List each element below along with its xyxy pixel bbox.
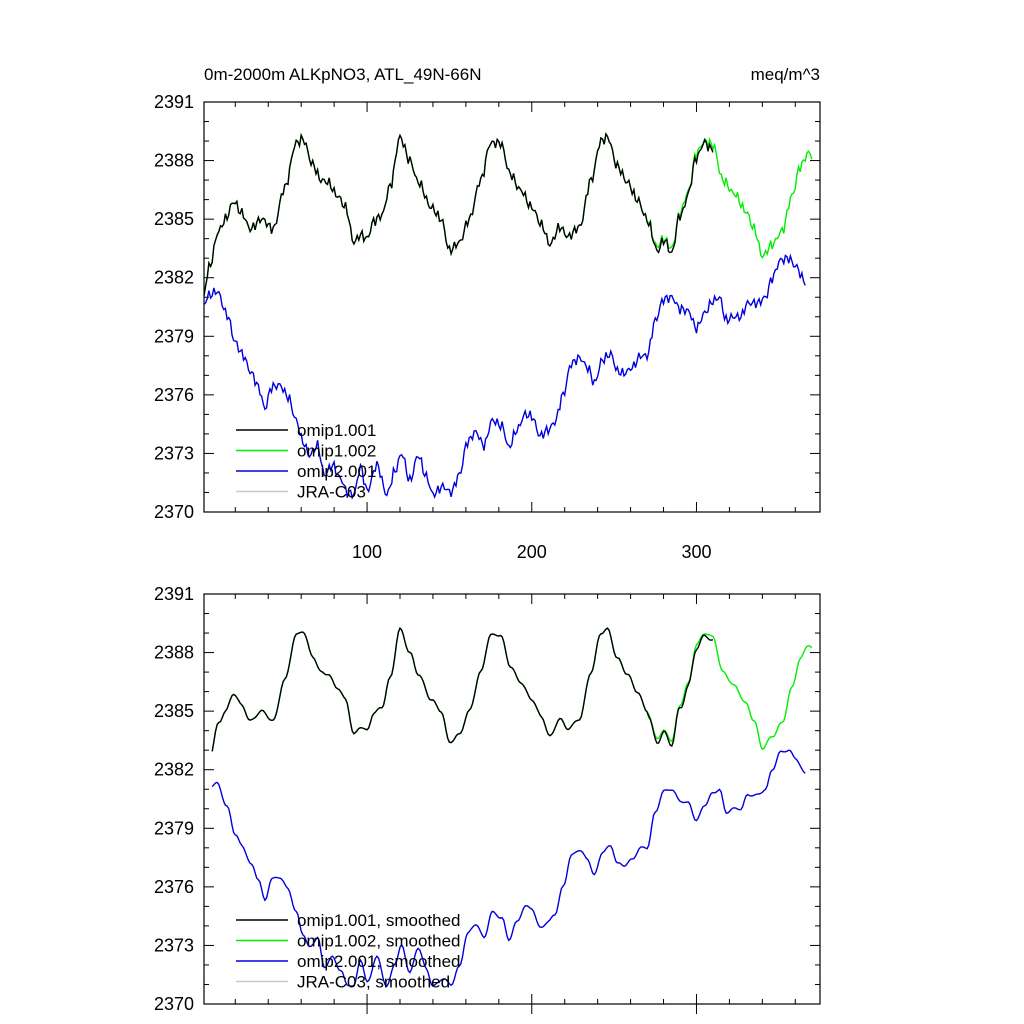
legend-label: omip2.001, smoothed — [297, 952, 461, 971]
series-line-omip1-001-smoothed — [211, 626, 714, 752]
legend-label: omip2.001 — [297, 462, 376, 481]
y-tick-label: 2388 — [154, 643, 194, 663]
y-tick-label: 2376 — [154, 385, 194, 405]
series-line-omip2-001-smoothed — [211, 749, 806, 988]
y-tick-label: 2382 — [154, 760, 194, 780]
y-tick-label: 2388 — [154, 151, 194, 171]
y-tick-label: 2373 — [154, 443, 194, 463]
legend-label: JRA-C03 — [297, 483, 366, 502]
y-tick-label: 2391 — [154, 92, 194, 112]
y-tick-label: 2376 — [154, 877, 194, 897]
y-tick-label: 2385 — [154, 701, 194, 721]
series-line-omip2-001 — [203, 253, 806, 500]
plot-frame-1 — [203, 593, 821, 1005]
y-tick-label: 2391 — [154, 584, 194, 604]
x-tick-label: 300 — [681, 542, 711, 562]
legend-label: JRA-C03, smoothed — [297, 973, 450, 992]
y-tick-label: 2382 — [154, 268, 194, 288]
plot-frame-0 — [203, 101, 821, 513]
legend-label: omip1.001, smoothed — [297, 911, 461, 930]
y-tick-label: 2379 — [154, 818, 194, 838]
y-tick-label: 2385 — [154, 209, 194, 229]
top-chart-title: 0m-2000m ALKpNO3, ATL_49N-66N — [204, 65, 482, 84]
series-line-omip1-002 — [203, 132, 813, 296]
y-tick-label: 2370 — [154, 502, 194, 522]
legend-label: omip1.001 — [297, 421, 376, 440]
x-tick-label: 200 — [517, 542, 547, 562]
legend-label: omip1.002, smoothed — [297, 932, 461, 951]
legend-label: omip1.002 — [297, 442, 376, 461]
x-tick-label: 100 — [352, 542, 382, 562]
series-line-omip1-001 — [203, 132, 714, 296]
series-line-omip1-002-smoothed — [211, 626, 813, 752]
y-tick-label: 2379 — [154, 326, 194, 346]
top-plot: 2370 2373 2376 2379 2382 2385 2388 2391 100 200 30… — [154, 92, 821, 562]
top-chart-units: meq/m^3 — [751, 65, 820, 84]
y-tick-label: 2370 — [154, 994, 194, 1014]
y-tick-label: 2373 — [154, 935, 194, 955]
bottom-plot: 2370 2373 2376 2379 2382 2385 2388 2391 omip1.00… — [154, 584, 821, 1014]
